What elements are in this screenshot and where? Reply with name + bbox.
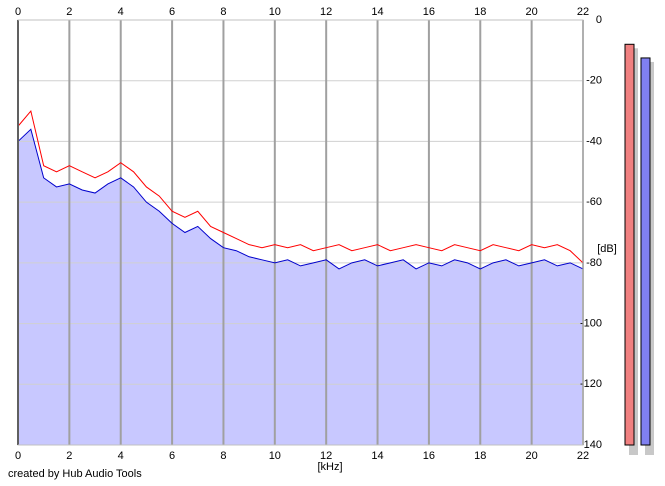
x-tick-label: 2 [66,450,72,462]
y-tick-label: -140 [580,439,602,451]
x-tick-label: 12 [320,6,332,18]
plot-border [17,19,584,446]
y-tick-label: -100 [580,317,602,329]
x-tick-label: 10 [269,450,281,462]
level-meter [640,57,651,446]
spectrum-fill [18,129,583,446]
spectrum-line [17,128,584,270]
x-tick-label: 22 [577,6,589,18]
x-tick-label: 20 [526,450,538,462]
x-tick-label: 16 [423,450,435,462]
y-tick-label: -20 [586,75,602,87]
x-axis-label: [kHz] [317,461,342,473]
x-tick-label: 4 [118,6,124,18]
x-tick-label: 14 [371,450,383,462]
y-tick-label: -40 [586,135,602,147]
y-tick-label: -60 [586,196,602,208]
x-tick-label: 16 [423,6,435,18]
x-tick-label: 8 [220,450,226,462]
y-tick-label: -80 [586,257,602,269]
x-tick-label: 14 [371,6,383,18]
x-tick-label: 10 [269,6,281,18]
x-tick-label: 8 [220,6,226,18]
x-tick-label: 6 [169,6,175,18]
x-tick-label: 0 [15,450,21,462]
x-tick-label: 18 [474,450,486,462]
x-tick-label: 2 [66,6,72,18]
spectrum-line [17,109,584,264]
x-tick-label: 22 [577,450,589,462]
x-tick-label: 20 [526,6,538,18]
x-tick-label: 6 [169,450,175,462]
x-tick-label: 0 [15,6,21,18]
x-tick-label: 18 [474,6,486,18]
credit: created by Hub Audio Tools [8,468,142,480]
level-meter [624,43,635,446]
y-tick-label: 0 [596,14,602,26]
y-axis-label: [dB] [597,243,617,255]
x-tick-label: 12 [320,450,332,462]
x-tick-label: 4 [118,450,124,462]
y-tick-label: -120 [580,378,602,390]
